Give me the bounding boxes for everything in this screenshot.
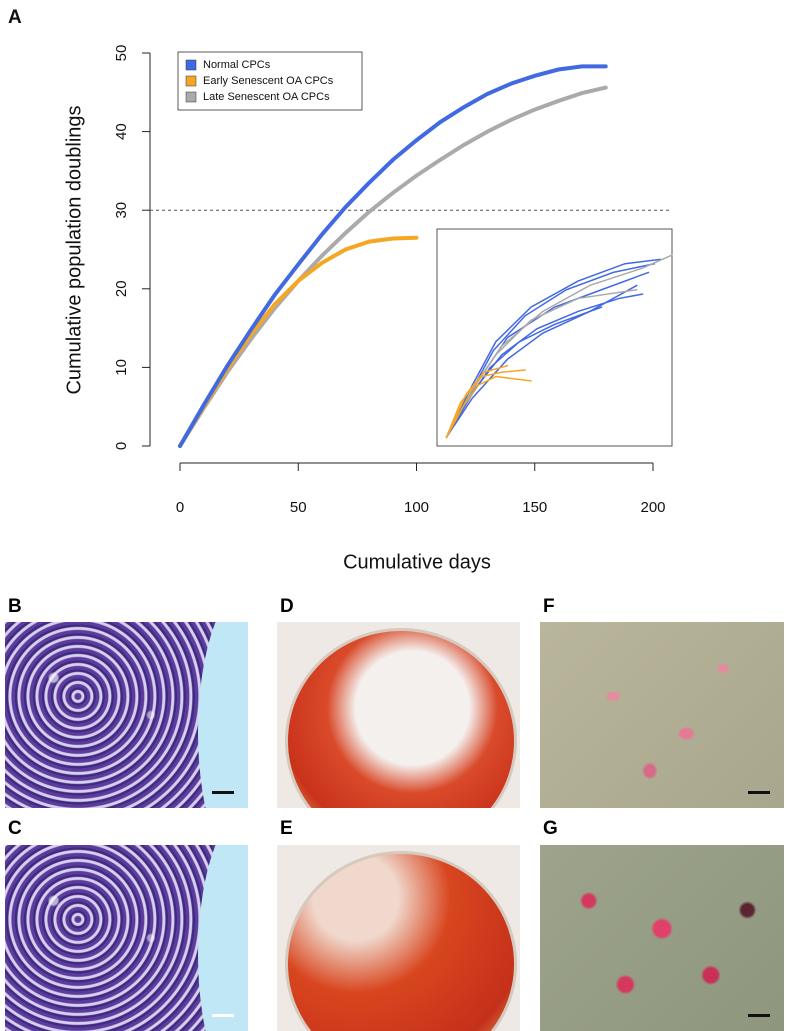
x-tick-label: 100 xyxy=(404,499,429,516)
y-tick-label: 30 xyxy=(113,202,130,219)
legend-label: Normal CPCs xyxy=(203,59,271,71)
panel-label: B xyxy=(8,596,22,617)
x-tick-label: 0 xyxy=(176,499,184,516)
y-tick-label: 10 xyxy=(113,359,130,376)
series-line xyxy=(445,369,526,439)
series-line xyxy=(445,284,638,439)
histology-image xyxy=(5,622,248,808)
chart: A Cumulative days Cumulative population … xyxy=(8,7,673,573)
series-line xyxy=(445,289,638,439)
series-line xyxy=(178,64,608,448)
x-tick-label: 150 xyxy=(522,499,547,516)
inset-frame xyxy=(436,228,673,447)
legend-label: Early Senescent OA CPCs xyxy=(203,75,334,87)
series-line xyxy=(445,375,532,439)
panel-label: G xyxy=(543,818,558,839)
series-line xyxy=(445,258,661,439)
y-axis-label: Cumulative population doublings xyxy=(63,105,85,394)
legend-swatch xyxy=(185,91,197,103)
dish-image xyxy=(277,622,520,808)
series-line xyxy=(445,364,509,439)
legend-box xyxy=(177,51,363,111)
x-axis-label: Cumulative days xyxy=(343,551,491,573)
series-line xyxy=(178,85,608,448)
cell-image xyxy=(540,845,784,1031)
panel-label: F xyxy=(543,596,555,617)
panel-label: A xyxy=(8,7,22,28)
panel-label: E xyxy=(280,818,293,839)
scale-bar xyxy=(748,791,770,794)
legend-swatch xyxy=(185,59,197,71)
series-line xyxy=(445,306,603,439)
y-tick-label: 0 xyxy=(113,442,130,450)
scale-bar xyxy=(748,1014,770,1017)
scale-bar xyxy=(212,791,234,794)
y-tick-label: 40 xyxy=(113,123,130,140)
scale-bar xyxy=(212,1014,234,1017)
panel-label: C xyxy=(8,818,22,839)
x-tick-label: 50 xyxy=(290,499,307,516)
panel-label: D xyxy=(280,596,294,617)
y-tick-label: 20 xyxy=(113,280,130,297)
legend-label: Late Senescent OA CPCs xyxy=(203,91,330,103)
cell-image xyxy=(540,622,784,808)
series-line xyxy=(178,235,419,448)
histology-image xyxy=(5,845,248,1031)
y-tick-label: 50 xyxy=(113,45,130,62)
x-tick-label: 200 xyxy=(640,499,665,516)
dish-image xyxy=(277,845,520,1031)
legend-swatch xyxy=(185,75,197,87)
